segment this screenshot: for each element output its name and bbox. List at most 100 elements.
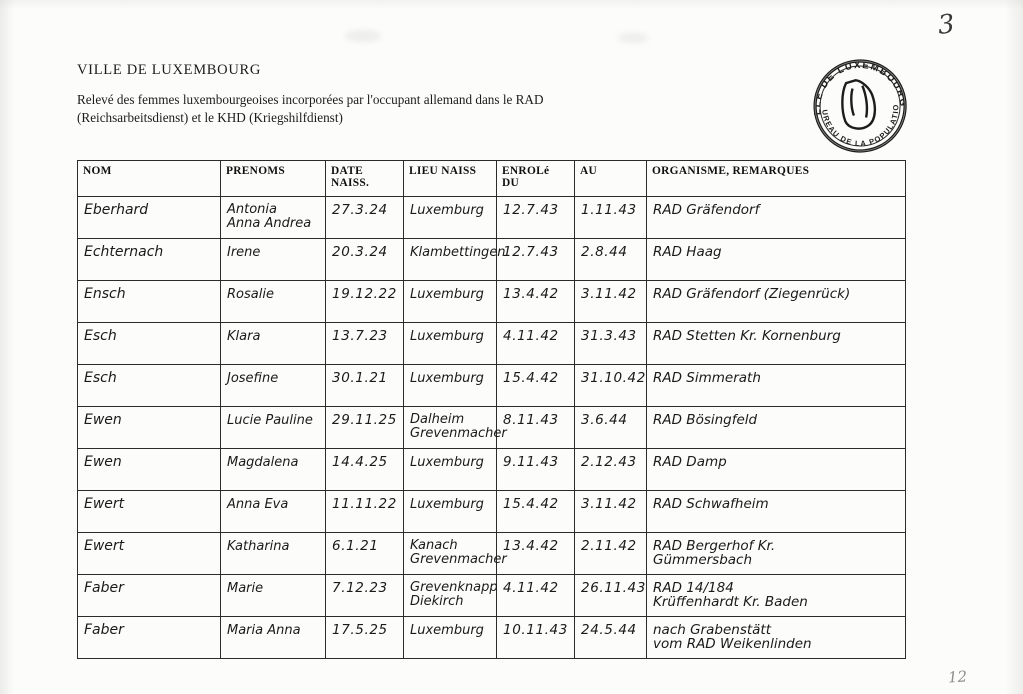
cell-lieu-naiss-text: Grevenknapp Diekirch [410, 580, 498, 609]
table-row: Ewert Anna Eva 11.11.22 Luxemburg 15.4.42 3.1… [77, 490, 906, 533]
cell-prenoms: Irene [220, 238, 326, 281]
cell-au: 31.3.43 [574, 322, 647, 365]
table-row: Ewert Katharina 6.1.21 Kanach Grevenmacher 13… [77, 532, 906, 575]
cell-date-naiss: 27.3.24 [325, 196, 404, 239]
column-header-prenoms: PRENOMS [220, 160, 326, 197]
cell-lieu-naiss-text-2: Diekirch [410, 594, 464, 609]
cell-enrole-du-text: 9.11.43 [503, 454, 559, 470]
cell-au-text: 2.11.42 [581, 538, 637, 554]
cell-nom: Ewen [77, 406, 221, 449]
cell-nom-text: Echternach [84, 244, 164, 260]
cell-prenoms-text: Rosalie [227, 287, 274, 302]
cell-prenoms: Anna Eva [220, 490, 326, 533]
cell-au: 24.5.44 [574, 616, 647, 659]
cell-lieu-naiss: Luxemburg [403, 490, 497, 533]
cell-organisme: RAD Bergerhof Kr. Gümmersbach [646, 532, 906, 575]
cell-nom: Eberhard [77, 196, 221, 239]
cell-nom: Faber [77, 616, 221, 659]
cell-nom-text: Esch [84, 328, 117, 344]
scan-artifact [345, 30, 381, 42]
cell-prenoms-text: Josefine [227, 371, 279, 386]
cell-enrole-du: 4.11.42 [496, 322, 575, 365]
cell-nom: Ewert [77, 532, 221, 575]
cell-date-naiss-text: 20.3.24 [332, 244, 388, 260]
cell-au: 3.6.44 [574, 406, 647, 449]
register-table: NOM PRENOMS DATE NAISS. LIEU NAISS ENROL… [77, 160, 906, 659]
cell-date-naiss: 7.12.23 [325, 574, 404, 617]
cell-lieu-naiss-text: Luxemburg [410, 623, 484, 638]
cell-organisme-text-2: Gümmersbach [653, 552, 753, 568]
cell-lieu-naiss-text: Luxemburg [410, 287, 484, 302]
cell-nom-text: Ensch [84, 286, 126, 302]
cell-date-naiss: 30.1.21 [325, 364, 404, 407]
cell-date-naiss: 13.7.23 [325, 322, 404, 365]
cell-prenoms-text: Maria Anna [227, 623, 301, 638]
column-header-date-label: DATE [331, 165, 364, 177]
document-subtitle: Relevé des femmes luxembourgeoises incor… [77, 91, 557, 126]
cell-organisme-text-2: vom RAD Weikenlinden [653, 636, 812, 652]
cell-au-text: 3.6.44 [581, 412, 628, 428]
table-row: Faber Maria Anna 17.5.25 Luxemburg 10.11.43 2… [77, 616, 906, 659]
cell-prenoms-text: Lucie Pauline [227, 413, 313, 428]
table-row: Esch Josefine 30.1.21 Luxemburg 15.4.42 31.10… [77, 364, 906, 407]
cell-enrole-du: 10.11.43 [496, 616, 575, 659]
table-body: Eberhard Antonia Anna Andrea 27.3.24 Luxembu… [77, 196, 906, 659]
column-header-organisme: ORGANISME, REMARQUES [646, 160, 906, 197]
cell-enrole-du: 4.11.42 [496, 574, 575, 617]
cell-organisme: RAD Gräfendorf (Ziegenrück) [646, 280, 906, 323]
cell-enrole-du-text: 12.7.43 [503, 244, 559, 260]
cell-au: 2.12.43 [574, 448, 647, 491]
cell-nom-text: Ewen [84, 454, 122, 470]
cell-enrole-du-text: 13.4.42 [503, 286, 559, 302]
cell-date-naiss: 17.5.25 [325, 616, 404, 659]
cell-nom: Ewert [77, 490, 221, 533]
subtitle-line-2: RAD (Reichsarbeitsdienst) et le KHD (Kri… [77, 92, 544, 125]
cell-au-text: 2.12.43 [581, 454, 637, 470]
table-row: Eberhard Antonia Anna Andrea 27.3.24 Luxembu… [77, 196, 906, 239]
cell-date-naiss-text: 7.12.23 [332, 580, 388, 596]
cell-prenoms-text: Klara [227, 329, 261, 344]
cell-organisme-text: RAD Simmerath [653, 370, 761, 386]
cell-date-naiss: 20.3.24 [325, 238, 404, 281]
cell-au-text: 3.11.42 [581, 286, 637, 302]
cell-date-naiss: 19.12.22 [325, 280, 404, 323]
cell-enrole-du: 8.11.43 [496, 406, 575, 449]
table-row: Ensch Rosalie 19.12.22 Luxemburg 13.4.42 3.11… [77, 280, 906, 323]
subtitle-line-1: Relevé des femmes luxembourgeoises incor… [77, 92, 513, 107]
cell-nom-text: Ewert [84, 496, 125, 512]
column-header-organisme-label: ORGANISME, REMARQUES [652, 165, 810, 177]
column-header-lieu-label: LIEU NAISS [409, 165, 477, 177]
cell-date-naiss: 11.11.22 [325, 490, 404, 533]
cell-au: 2.8.44 [574, 238, 647, 281]
cell-au-text: 26.11.43 [581, 580, 646, 596]
cell-organisme: RAD Damp [646, 448, 906, 491]
column-header-au: AU [574, 160, 647, 197]
table-row: Ewen Lucie Pauline 29.11.25 Dalheim Grevenma… [77, 406, 906, 449]
column-header-nom: NOM [77, 160, 221, 197]
cell-nom: Ensch [77, 280, 221, 323]
table-row: Esch Klara 13.7.23 Luxemburg 4.11.42 31.3.43 R… [77, 322, 906, 365]
cell-organisme-text: RAD Damp [653, 454, 727, 470]
cell-nom: Ewen [77, 448, 221, 491]
cell-prenoms: Katharina [220, 532, 326, 575]
cell-enrole-du: 9.11.43 [496, 448, 575, 491]
cell-prenoms-text-2: Anna Andrea [227, 216, 312, 231]
cell-au: 3.11.42 [574, 280, 647, 323]
column-header-nom-label: NOM [83, 165, 112, 177]
cell-au: 2.11.42 [574, 532, 647, 575]
cell-organisme-text: RAD Schwafheim [653, 496, 769, 512]
cell-enrole-du: 12.7.43 [496, 196, 575, 239]
cell-prenoms: Lucie Pauline [220, 406, 326, 449]
cell-prenoms: Marie [220, 574, 326, 617]
organization-title: VILLE DE LUXEMBOURG [77, 62, 262, 78]
official-stamp: LLE DE LUXEMBOURG BUREAU DE LA POPULATIO… [802, 47, 919, 162]
cell-au: 26.11.43 [574, 574, 647, 617]
cell-date-naiss-text: 6.1.21 [332, 538, 379, 554]
cell-enrole-du-text: 12.7.43 [503, 202, 559, 218]
cell-date-naiss-text: 29.11.25 [332, 412, 397, 428]
column-header-enrole-label: ENROLé DU [502, 165, 550, 189]
cell-prenoms-text: Antonia Anna Andrea [221, 197, 325, 231]
cell-organisme: RAD Stetten Kr. Kornenburg [646, 322, 906, 365]
cell-lieu-naiss-text: Luxemburg [410, 371, 484, 386]
cell-lieu-naiss: Luxemburg [403, 448, 497, 491]
